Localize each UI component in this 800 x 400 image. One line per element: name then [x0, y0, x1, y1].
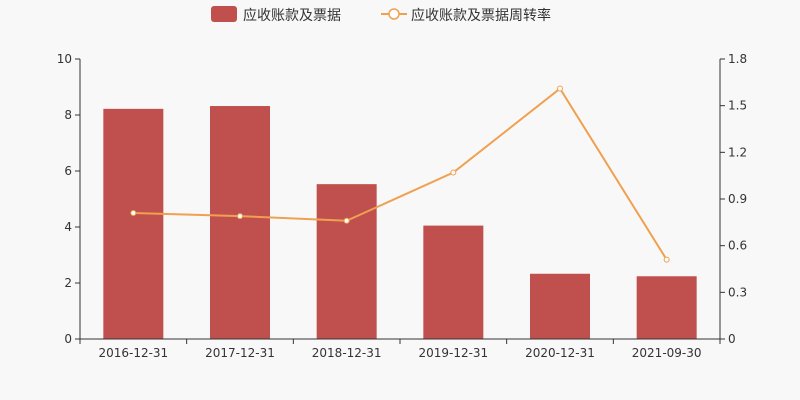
legend-bar-swatch	[211, 6, 237, 22]
y-left-tick-label: 2	[64, 276, 72, 290]
x-tick-label: 2019-12-31	[418, 346, 488, 360]
bar	[530, 273, 590, 339]
y-left-tick-label: 10	[57, 52, 72, 66]
legend-line-marker	[388, 8, 400, 20]
legend-line-label: 应收账款及票据周转率	[411, 7, 551, 24]
x-tick-label: 2021-09-30	[632, 346, 702, 360]
y-right-tick-label: 1.5	[728, 99, 747, 113]
line-point	[450, 169, 457, 176]
legend-bar-label: 应收账款及票据	[243, 7, 341, 24]
x-tick-label: 2020-12-31	[525, 346, 595, 360]
x-tick-label: 2018-12-31	[312, 346, 382, 360]
y-right-tick-label: 1.2	[728, 145, 747, 159]
line-point	[130, 210, 137, 216]
y-left-tick-label: 8	[64, 108, 72, 122]
line-point	[237, 213, 243, 220]
line-point	[557, 85, 563, 92]
bar	[103, 108, 164, 339]
y-left-tick-label: 6	[64, 164, 72, 178]
y-right-tick-label: 0.3	[728, 285, 747, 299]
y-left-tick-label: 0	[64, 332, 72, 346]
y-right-tick-label: 0.9	[728, 192, 747, 206]
bar	[210, 106, 270, 339]
bar	[316, 184, 377, 339]
line-point	[663, 256, 670, 263]
legend: 应收账款及票据 应收账款及票据周转率	[211, 6, 551, 24]
legend-item-line[interactable]: 应收账款及票据周转率	[381, 7, 551, 24]
bar	[423, 225, 484, 339]
line-point	[343, 217, 350, 224]
bar	[636, 276, 697, 339]
y-left-tick-label: 4	[64, 220, 72, 234]
x-tick-label: 2016-12-31	[98, 346, 168, 360]
x-tick-label: 2017-12-31	[205, 346, 275, 360]
y-right-tick-label: 0.6	[728, 239, 747, 253]
y-right-tick-label: 1.8	[728, 52, 747, 66]
legend-item-bar[interactable]: 应收账款及票据	[211, 6, 341, 24]
y-right-tick-label: 0	[728, 332, 736, 346]
line-series	[133, 87, 668, 261]
plot-area: 0 2 4 6 8 10 0 0.3 0.6 0.9 1.2 1.5 1.8 2016-12-31 2017…	[57, 52, 747, 360]
